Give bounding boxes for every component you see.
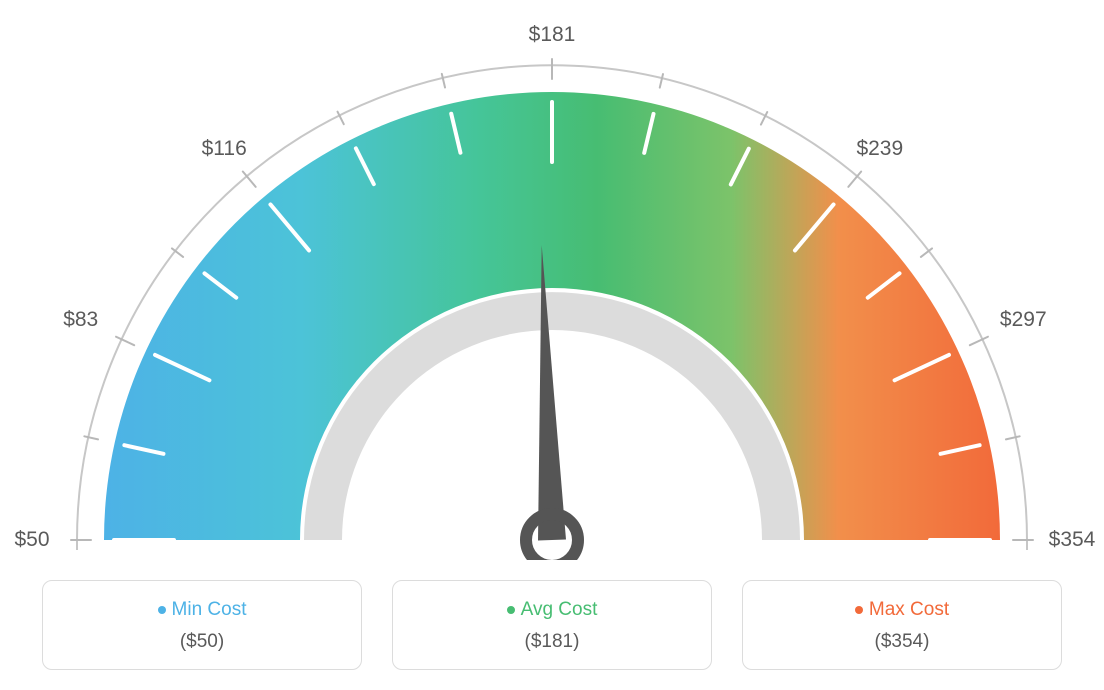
legend-card-min: Min Cost ($50)	[42, 580, 362, 670]
legend-value-max: ($354)	[753, 631, 1051, 653]
legend-card-max: Max Cost ($354)	[742, 580, 1062, 670]
gauge-svg	[0, 0, 1104, 560]
gauge-tick-label: $181	[529, 23, 576, 47]
gauge-tick-label: $239	[856, 137, 903, 161]
legend-title-text: Avg Cost	[521, 599, 598, 620]
legend-title-max: Max Cost	[753, 599, 1051, 621]
legend-title-text: Min Cost	[172, 599, 247, 620]
gauge-chart: $50 $83 $116 $181 $239 $297 $354	[0, 0, 1104, 560]
legend-card-avg: Avg Cost ($181)	[392, 580, 712, 670]
dot-icon	[158, 606, 166, 614]
gauge-tick-label: $83	[63, 308, 98, 332]
legend-row: Min Cost ($50) Avg Cost ($181) Max Cost …	[0, 580, 1104, 670]
legend-value-avg: ($181)	[403, 631, 701, 653]
legend-title-text: Max Cost	[869, 599, 949, 620]
dot-icon	[507, 606, 515, 614]
legend-title-avg: Avg Cost	[403, 599, 701, 621]
dot-icon	[855, 606, 863, 614]
gauge-tick-label: $297	[1000, 308, 1047, 332]
gauge-tick-label: $50	[14, 528, 49, 552]
legend-value-min: ($50)	[53, 631, 351, 653]
legend-title-min: Min Cost	[53, 599, 351, 621]
gauge-tick-label: $116	[202, 137, 247, 161]
gauge-tick-label: $354	[1049, 528, 1096, 552]
